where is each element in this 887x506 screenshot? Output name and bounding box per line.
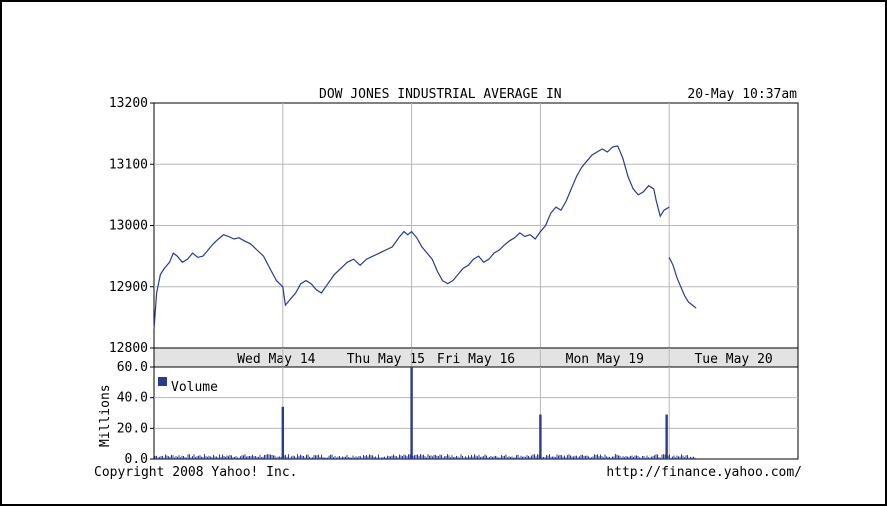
volume-bars	[154, 367, 696, 459]
volume-spike	[281, 406, 284, 459]
volume-legend-label: Volume	[171, 380, 218, 395]
date-label: Fri May 16	[437, 352, 515, 367]
date-labels: Wed May 14 Thu May 15 Fri May 16 Mon May 19…	[237, 348, 773, 367]
chart-title: DOW JONES INDUSTRIAL AVERAGE IN	[319, 87, 562, 102]
date-label: Wed May 14	[237, 352, 315, 367]
date-label: Tue May 20	[694, 352, 772, 367]
date-label: Mon May 19	[566, 352, 644, 367]
footer-url[interactable]: http://finance.yahoo.com/	[606, 465, 802, 480]
price-yticks: 13200 13100 13000 12900 12800	[109, 96, 154, 356]
volume-panel	[153, 366, 799, 460]
volume-spike	[410, 367, 413, 459]
volume-tick-label: 40.0	[117, 391, 148, 406]
price-tick-label: 13200	[109, 96, 148, 111]
volume-spike	[665, 414, 668, 459]
price-tick-label: 12800	[109, 341, 148, 356]
volume-yticks: 60.0 40.0 20.0 0.0	[117, 360, 154, 467]
volume-legend-swatch	[158, 377, 167, 386]
price-grid	[154, 103, 798, 348]
volume-tick-label: 60.0	[117, 360, 148, 375]
volume-axis-label: Millions	[98, 384, 113, 447]
price-tick-label: 13000	[109, 219, 148, 234]
footer-copyright: Copyright 2008 Yahoo! Inc.	[94, 465, 298, 480]
price-line-day5	[668, 257, 697, 309]
volume-tick-label: 0.0	[125, 452, 148, 467]
volume-spike	[539, 414, 542, 459]
volume-tick-label: 20.0	[117, 421, 148, 436]
chart-timestamp: 20-May 10:37am	[687, 87, 797, 102]
price-tick-label: 12900	[109, 280, 148, 295]
price-line	[153, 145, 670, 330]
price-tick-label: 13100	[109, 157, 148, 172]
date-label: Thu May 15	[347, 352, 425, 367]
